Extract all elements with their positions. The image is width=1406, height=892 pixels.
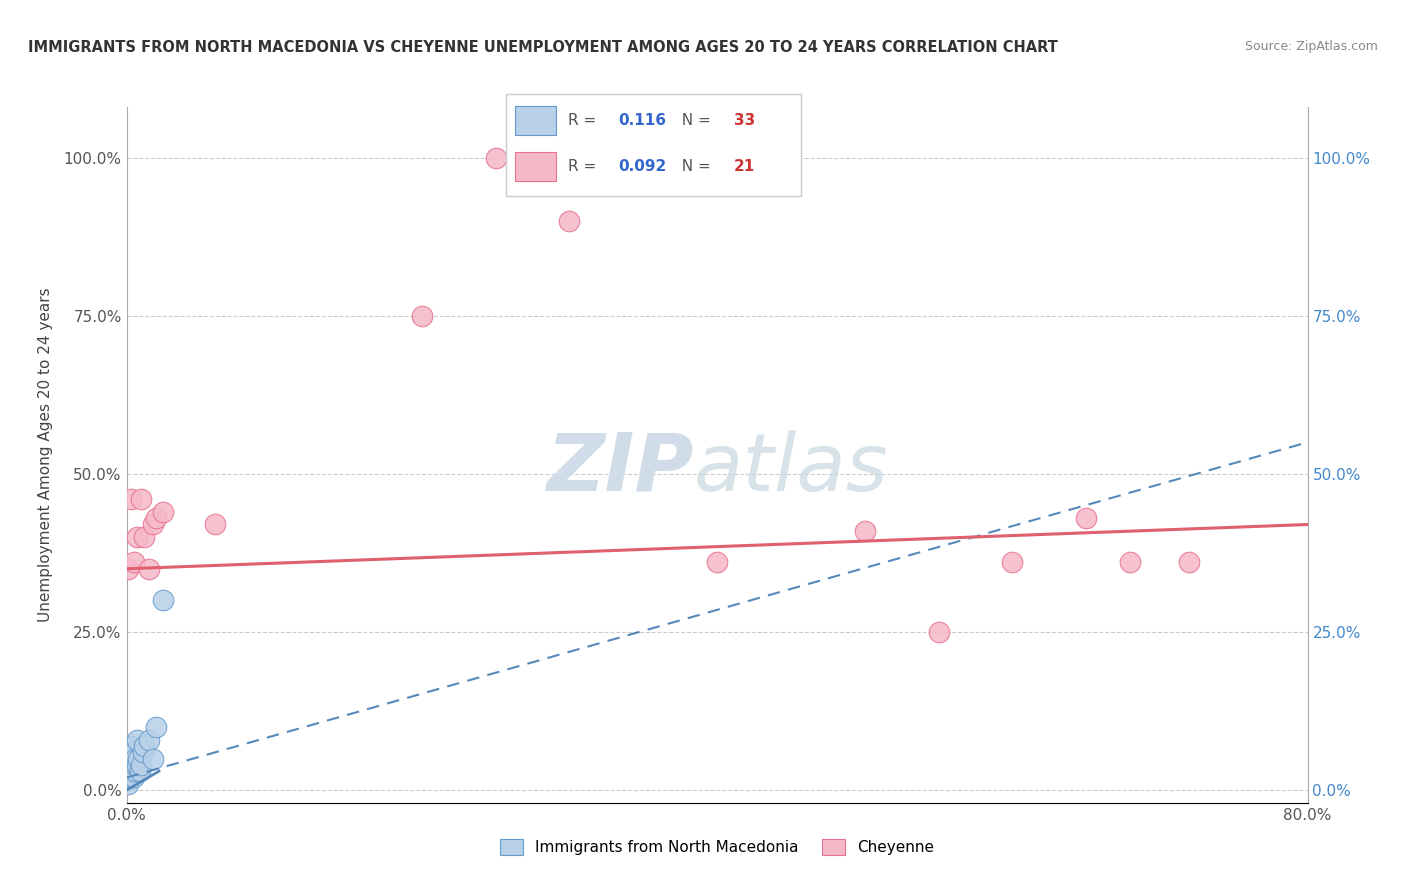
- Text: R =: R =: [568, 159, 602, 174]
- Point: [120, 771, 142, 785]
- Point: [115, 771, 138, 785]
- Point: [118, 764, 141, 779]
- Text: R =: R =: [568, 112, 602, 128]
- Point: [928, 625, 950, 640]
- Point: [117, 751, 139, 765]
- Point: [117, 757, 139, 772]
- Point: [124, 764, 146, 779]
- Point: [138, 562, 160, 576]
- Text: 33: 33: [734, 112, 755, 128]
- Point: [558, 214, 581, 228]
- Point: [1076, 511, 1098, 525]
- Point: [706, 556, 728, 570]
- Text: N =: N =: [672, 112, 716, 128]
- Point: [128, 764, 150, 779]
- Point: [853, 524, 876, 538]
- Point: [125, 732, 148, 747]
- Point: [118, 757, 141, 772]
- Text: N =: N =: [672, 159, 716, 174]
- Point: [117, 764, 139, 779]
- Text: Source: ZipAtlas.com: Source: ZipAtlas.com: [1244, 40, 1378, 54]
- Bar: [515, 153, 557, 181]
- Point: [127, 751, 149, 765]
- Point: [122, 745, 145, 759]
- Point: [118, 771, 141, 785]
- Point: [145, 511, 167, 525]
- Point: [124, 751, 146, 765]
- Point: [142, 517, 165, 532]
- Point: [115, 757, 138, 772]
- Bar: [515, 106, 557, 135]
- Point: [120, 764, 142, 779]
- Point: [138, 732, 160, 747]
- Point: [145, 720, 167, 734]
- Text: 0.092: 0.092: [619, 159, 666, 174]
- Text: 21: 21: [734, 159, 755, 174]
- Legend: Immigrants from North Macedonia, Cheyenne: Immigrants from North Macedonia, Cheyenn…: [494, 833, 941, 862]
- Point: [134, 530, 156, 544]
- Point: [484, 151, 508, 165]
- Point: [117, 562, 139, 576]
- Point: [125, 530, 148, 544]
- Point: [125, 757, 148, 772]
- Text: 0.116: 0.116: [619, 112, 666, 128]
- Text: ZIP: ZIP: [546, 430, 693, 508]
- Point: [129, 492, 153, 507]
- Text: IMMIGRANTS FROM NORTH MACEDONIA VS CHEYENNE UNEMPLOYMENT AMONG AGES 20 TO 24 YEA: IMMIGRANTS FROM NORTH MACEDONIA VS CHEYE…: [28, 40, 1057, 55]
- Point: [134, 739, 156, 753]
- Point: [120, 492, 142, 507]
- Point: [152, 593, 174, 607]
- Point: [124, 757, 146, 772]
- Point: [115, 764, 138, 779]
- Point: [122, 757, 145, 772]
- Point: [204, 517, 226, 532]
- Point: [129, 757, 153, 772]
- Point: [122, 771, 145, 785]
- Point: [118, 745, 141, 759]
- Point: [122, 556, 145, 570]
- Point: [1119, 556, 1142, 570]
- Point: [152, 505, 174, 519]
- Point: [132, 745, 155, 759]
- Point: [117, 777, 139, 791]
- Point: [1001, 556, 1024, 570]
- Y-axis label: Unemployment Among Ages 20 to 24 years: Unemployment Among Ages 20 to 24 years: [38, 287, 52, 623]
- Point: [121, 764, 143, 779]
- Point: [120, 751, 142, 765]
- Point: [121, 739, 143, 753]
- Point: [411, 309, 433, 323]
- Point: [1178, 556, 1201, 570]
- Point: [142, 751, 165, 765]
- Text: atlas: atlas: [693, 430, 889, 508]
